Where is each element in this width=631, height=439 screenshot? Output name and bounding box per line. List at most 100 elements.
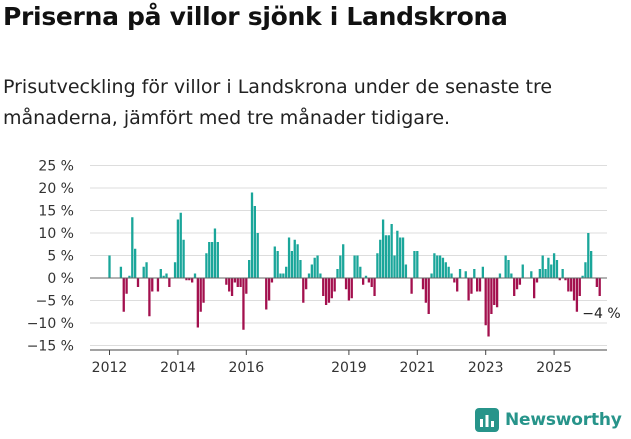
bar	[327, 278, 331, 303]
bar	[379, 239, 382, 278]
bar	[142, 266, 145, 278]
bar	[151, 278, 154, 292]
chart-title: Priserna på villor sjönk i Landskrona	[3, 2, 508, 31]
y-tick-label: 0 %	[47, 271, 74, 287]
bar	[279, 273, 282, 278]
bar	[481, 266, 484, 278]
bar	[276, 251, 279, 278]
bar	[353, 255, 356, 278]
bar	[205, 253, 208, 278]
bar	[376, 253, 379, 278]
bar	[282, 273, 285, 278]
bar	[572, 278, 576, 301]
bar	[487, 278, 490, 337]
bar	[330, 278, 333, 299]
bar	[396, 230, 399, 278]
bar	[290, 251, 294, 278]
bar	[390, 224, 393, 278]
bar	[587, 233, 590, 278]
bar	[239, 278, 242, 287]
bar	[199, 278, 202, 312]
bar	[191, 278, 194, 283]
bar	[176, 219, 180, 278]
bar	[242, 278, 245, 330]
bar	[595, 278, 598, 287]
bar	[307, 273, 311, 278]
bar-series	[108, 192, 601, 337]
bar	[148, 278, 151, 317]
bar	[453, 278, 456, 283]
bar	[134, 248, 137, 278]
bar	[248, 260, 251, 278]
bar	[270, 278, 274, 283]
bar	[430, 273, 433, 278]
bar	[467, 278, 470, 301]
bar	[490, 278, 493, 314]
bar	[538, 269, 541, 278]
bar	[381, 219, 385, 278]
bar	[108, 255, 111, 278]
bar	[504, 255, 507, 278]
bar	[515, 278, 519, 290]
chart-subtitle: Prisutveckling för villor i Landskrona u…	[3, 76, 553, 129]
bar	[444, 262, 447, 278]
bar	[399, 237, 402, 278]
bar	[558, 278, 561, 281]
bar-chart: 25 % 20 % 15 % 10 % 5 % 0 % −5 % −10 % −15 % 201…	[27, 159, 621, 376]
bar	[333, 278, 336, 292]
bar	[216, 242, 219, 278]
bar	[356, 255, 359, 278]
bar	[128, 275, 131, 278]
bar	[373, 278, 376, 296]
bar	[342, 244, 345, 278]
x-axis: 2012 2014 2016 2019 2021 2023 2025	[90, 277, 607, 375]
bar	[347, 278, 351, 301]
bar	[253, 206, 256, 278]
bar	[305, 278, 308, 290]
bar	[401, 237, 405, 278]
bar	[498, 273, 502, 278]
bar	[367, 278, 370, 283]
bar	[493, 278, 496, 305]
bar	[476, 278, 479, 292]
bar	[413, 251, 416, 278]
y-tick-label: 5 %	[47, 249, 74, 265]
bar	[159, 269, 162, 278]
bar	[230, 278, 234, 296]
bar	[567, 278, 570, 292]
annotations: −4 %	[582, 306, 620, 322]
bar	[598, 278, 601, 296]
bar	[185, 278, 188, 281]
bar	[438, 255, 442, 278]
bar	[507, 260, 510, 278]
bar	[210, 242, 214, 278]
bar	[473, 269, 476, 278]
bar	[131, 217, 134, 278]
bar	[236, 278, 239, 287]
bar	[521, 264, 524, 278]
bar	[424, 278, 427, 303]
y-tick-label: 25 %	[38, 159, 74, 175]
bar	[590, 251, 593, 278]
x-tick-label: 2012	[92, 360, 128, 375]
brand-logo: Newsworthy	[475, 408, 622, 432]
y-axis-tick-labels: 25 % 20 % 15 % 10 % 5 % 0 % −5 % −10 % −15 %	[27, 159, 74, 355]
x-tick-label: 2019	[331, 360, 367, 375]
bar	[547, 257, 550, 278]
bar	[208, 242, 211, 278]
bar	[470, 278, 473, 294]
bar	[299, 260, 302, 278]
bar	[285, 266, 288, 278]
bar	[550, 264, 553, 278]
bar	[245, 278, 248, 294]
bar	[387, 235, 390, 278]
bar	[202, 278, 205, 303]
bar	[421, 278, 425, 290]
bar	[322, 278, 325, 296]
y-tick-label: 20 %	[38, 181, 74, 197]
bar	[302, 278, 305, 303]
x-tick-label: 2021	[399, 360, 435, 375]
bar	[484, 278, 487, 326]
bar	[313, 257, 316, 278]
bar	[339, 255, 342, 278]
